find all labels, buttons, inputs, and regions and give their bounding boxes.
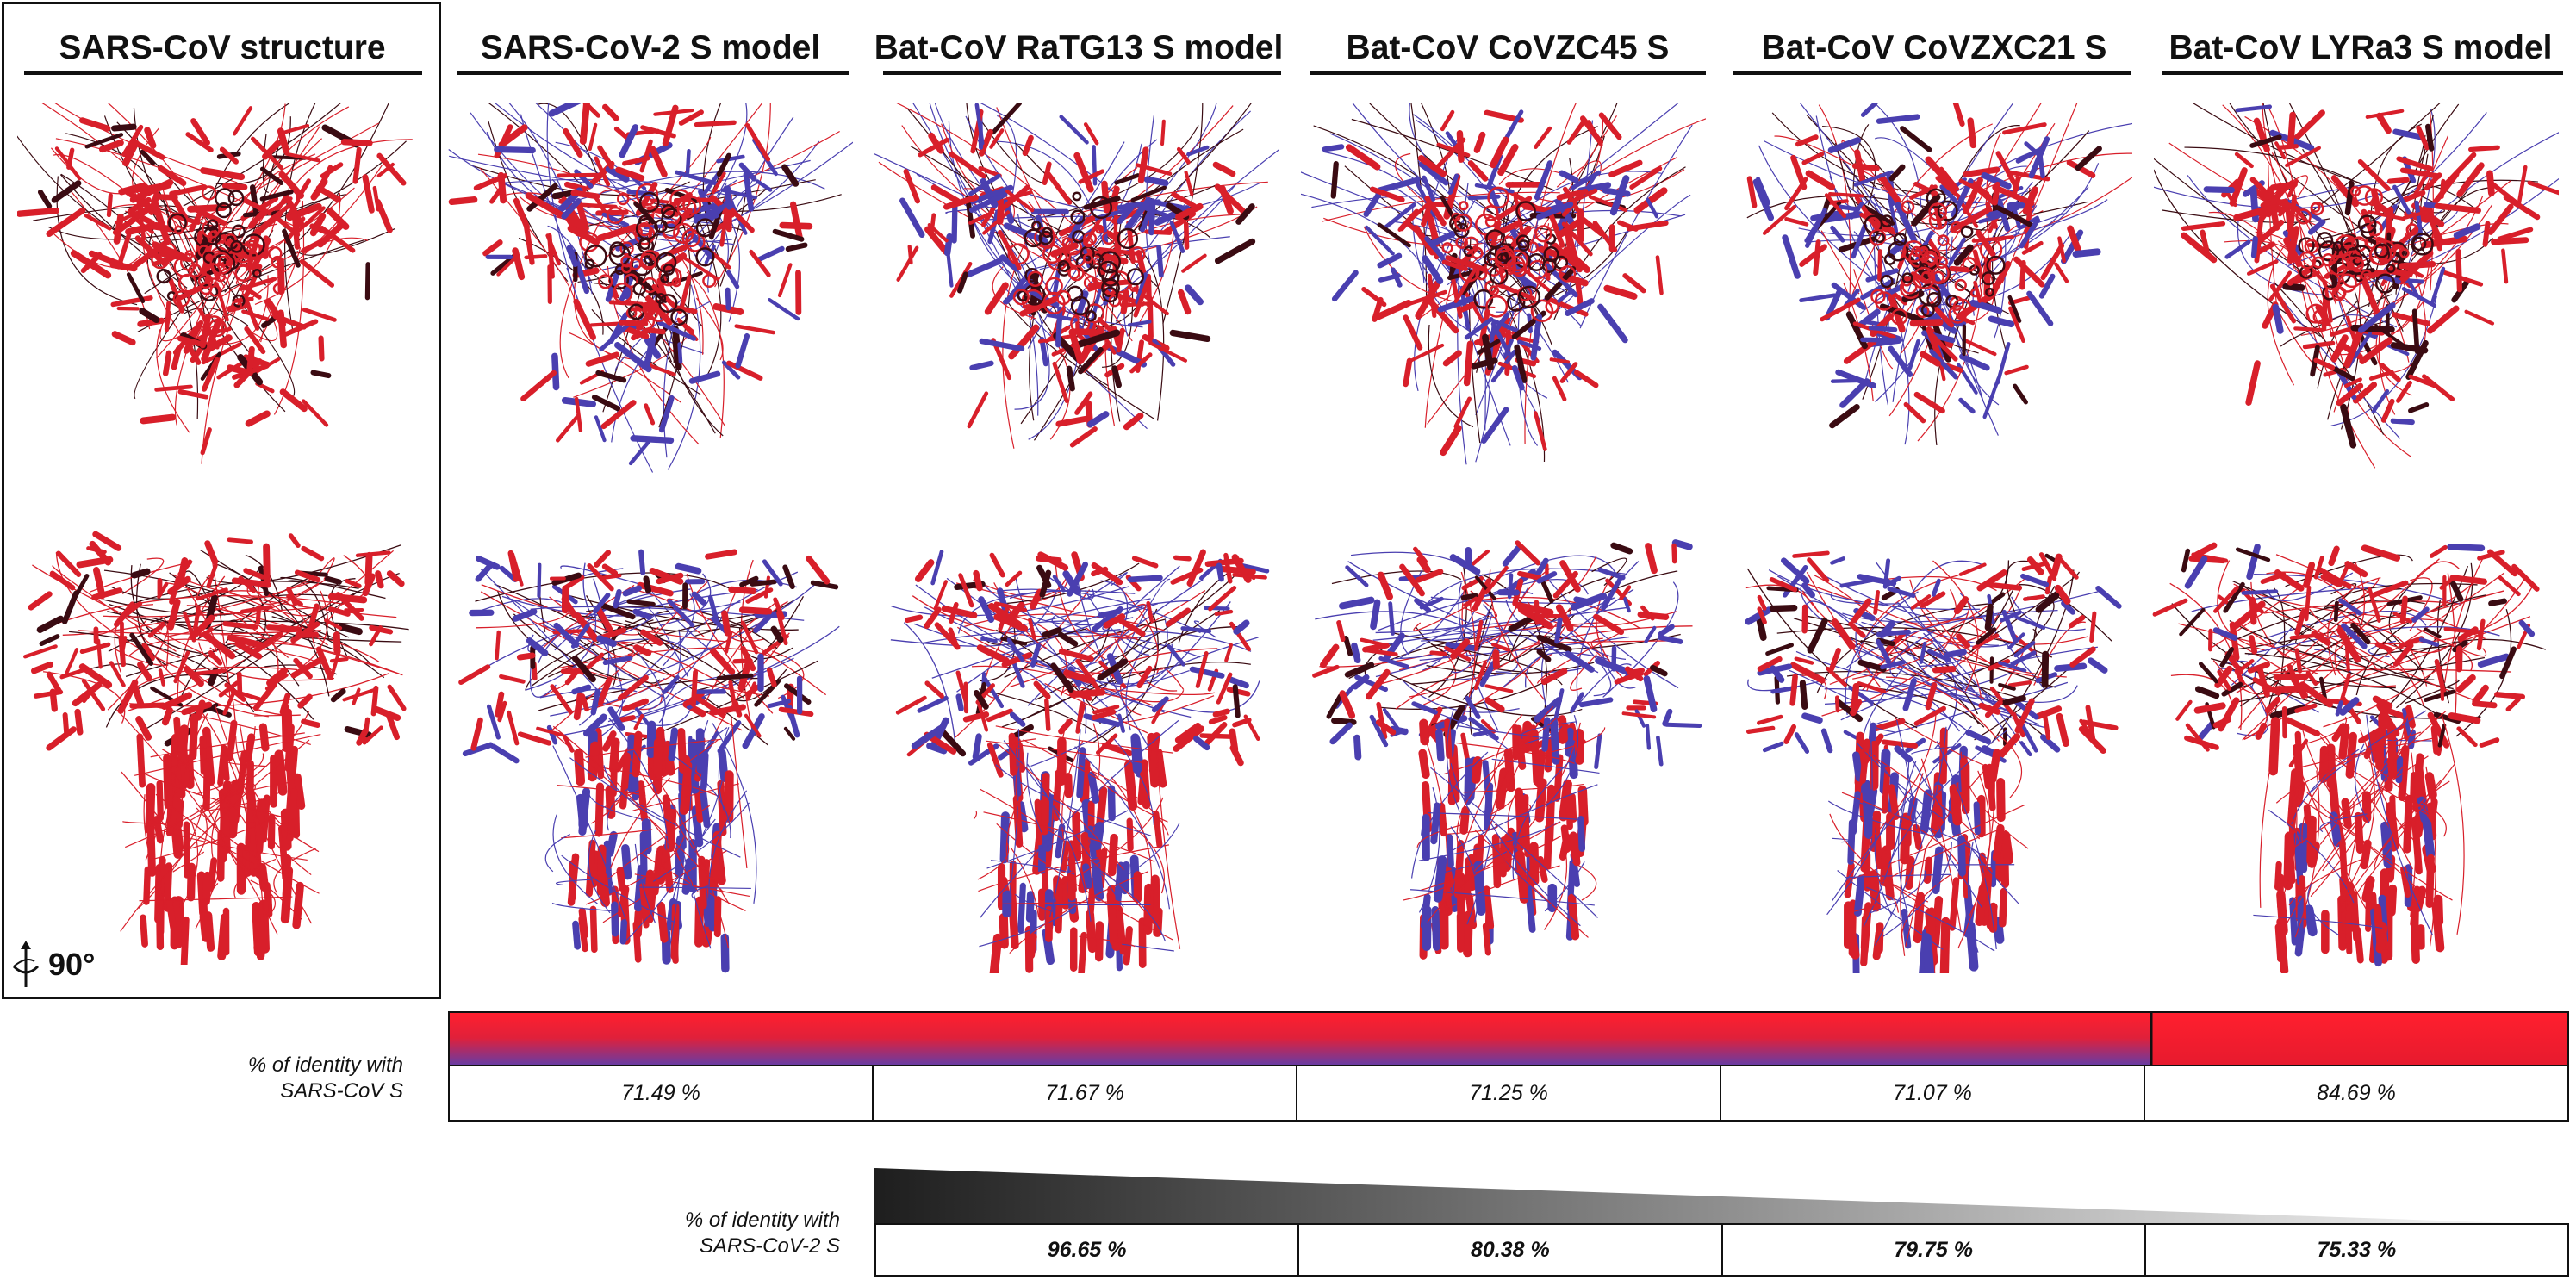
sars2-identity-label: % of identity with SARS-CoV-2 S — [560, 1208, 840, 1259]
rotation-angle-label: 90° — [48, 947, 96, 982]
sars-identity-value: 71.49 % — [450, 1066, 874, 1120]
gradient-fill-red-blue — [450, 1013, 2151, 1065]
column-title-rule — [24, 71, 422, 75]
gray-gradient-wedge — [874, 1168, 2569, 1225]
sars2-identity-value: 96.65 % — [876, 1225, 1300, 1275]
sars-identity-gradient-bar — [448, 1011, 2569, 1066]
sars2-identity-label-line2: SARS-CoV-2 S — [699, 1234, 840, 1258]
column-title-ratg13: Bat-CoV RaTG13 S model — [874, 29, 1284, 66]
column-title-sars-cov-2: SARS-CoV-2 S model — [480, 29, 821, 66]
protein-structure-top-view — [17, 103, 413, 464]
sars-identity-label-line2: SARS-CoV S — [280, 1079, 403, 1103]
protein-structure-top-view — [1746, 103, 2132, 446]
protein-structure-top-view — [874, 103, 1279, 449]
sars2-identity-gradient-wedge — [874, 1168, 2569, 1225]
column-title-rule — [883, 71, 1281, 75]
protein-structure-top-view — [2154, 103, 2559, 469]
column-title-rule — [1733, 71, 2131, 75]
sars-identity-value: 84.69 % — [2317, 1080, 2396, 1105]
column-title-lyra3: Bat-CoV LYRa3 S model — [2168, 29, 2553, 66]
rotation-axis-icon — [12, 941, 40, 987]
column-title-sars-cov: SARS-CoV structure — [59, 29, 386, 66]
sars-identity-label-line1: % of identity with — [247, 1053, 403, 1077]
sars2-identity-value: 80.38 % — [1299, 1225, 1723, 1275]
protein-structure-side-view — [2152, 542, 2547, 973]
sars2-identity-label-line1: % of identity with — [684, 1209, 840, 1232]
rotation-indicator: 90° — [9, 941, 95, 989]
protein-structure-side-view — [1312, 539, 1702, 960]
column-title-rule — [2162, 71, 2563, 75]
protein-structure-top-view — [448, 103, 853, 473]
sars2-identity-value: 75.33 % — [2317, 1237, 2397, 1262]
sars2-identity-value: 79.75 % — [1723, 1225, 2146, 1275]
column-title-covzxc21: Bat-CoV CoVZXC21 S — [1761, 29, 2107, 66]
column-title-rule — [1310, 71, 1706, 75]
protein-structure-top-view — [1301, 103, 1706, 465]
sars-identity-value: 71.07 % — [1721, 1066, 2145, 1120]
reference-structure-frame — [2, 2, 441, 999]
gradient-fill-red — [2151, 1013, 2567, 1065]
column-title-rule — [457, 71, 849, 75]
sars-identity-label: % of identity with SARS-CoV S — [129, 1053, 403, 1104]
sars-identity-table: 71.49 % 71.67 % 71.25 % 71.07 % 84.69 % — [448, 1065, 2569, 1122]
sars-identity-value: 71.67 % — [874, 1066, 1297, 1120]
sars2-identity-table: 96.65 % 80.38 % 79.75 % 75.33 % — [874, 1223, 2569, 1277]
protein-structure-side-view — [890, 549, 1270, 973]
sars-identity-value: 71.25 % — [1297, 1066, 1721, 1120]
protein-structure-side-view — [23, 531, 409, 965]
protein-structure-side-view — [1745, 550, 2122, 973]
column-title-covzc45: Bat-CoV CoVZC45 S — [1346, 29, 1670, 66]
protein-structure-side-view — [458, 549, 840, 973]
